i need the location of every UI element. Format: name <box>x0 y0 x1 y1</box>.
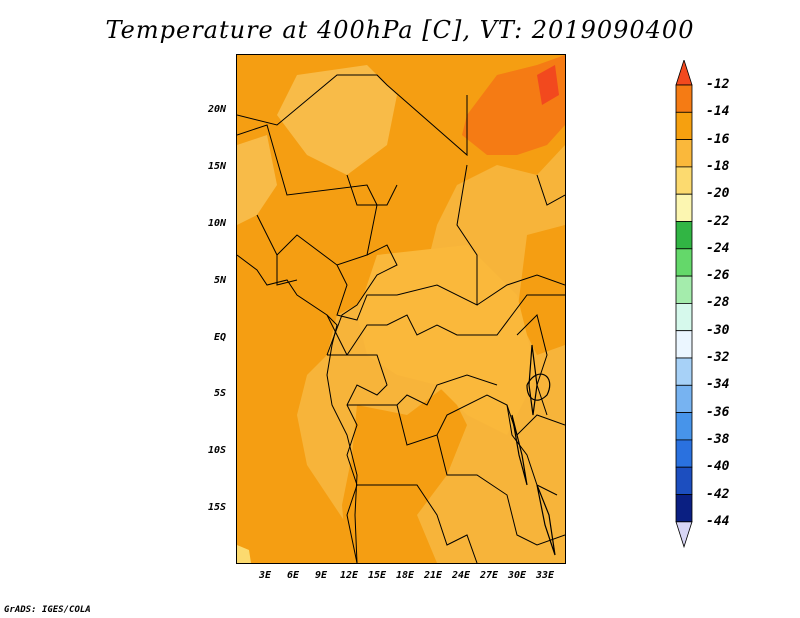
colorbar-segment <box>675 466 693 495</box>
lon-label-30e: 30E <box>507 570 527 581</box>
lon-label-6e: 6E <box>286 570 300 581</box>
lat-label-15s: 15S <box>207 502 226 513</box>
lon-label-3e: 3E <box>258 570 272 581</box>
lat-label-20n: 20N <box>207 104 226 115</box>
colorbar-segment <box>675 494 693 523</box>
lat-label-5s: 5S <box>213 388 226 399</box>
colorbar-segment <box>675 111 693 140</box>
colorbar-label: -20 <box>706 186 730 202</box>
colorbar-label: -26 <box>706 268 730 284</box>
lon-label-21e: 21E <box>423 570 443 581</box>
lat-label-10s: 10S <box>207 445 226 456</box>
colorbar-label: -14 <box>706 104 730 120</box>
temperature-region-minus-16-center <box>357 245 537 435</box>
lon-label-12e: 12E <box>339 570 359 581</box>
lat-label-5n: 5N <box>213 275 226 286</box>
map-canvas <box>237 55 565 563</box>
colorbar-label: -24 <box>706 240 730 256</box>
colorbar-segment <box>675 221 693 250</box>
lon-label-27e: 27E <box>479 570 499 581</box>
colorbar-label: -30 <box>706 322 730 338</box>
colorbar-label: -38 <box>706 431 730 447</box>
colorbar-label: -34 <box>706 377 730 393</box>
colorbar-bottom-arrow <box>675 521 693 549</box>
colorbar-segment <box>675 384 693 413</box>
lon-label-9e: 9E <box>314 570 328 581</box>
lat-label-eq: EQ <box>213 332 226 343</box>
temperature-region-minus-14 <box>237 55 565 563</box>
colorbar-segment <box>675 357 693 386</box>
colorbar-label: -40 <box>706 459 730 475</box>
temperature-region-minus-14-south <box>342 385 467 563</box>
great-lakes <box>511 344 556 556</box>
colorbar-segment <box>675 248 693 277</box>
colorbar-segment <box>675 439 693 468</box>
colorbar-label: -28 <box>706 295 730 311</box>
colorbar-label: -22 <box>706 213 730 229</box>
colorbar-segment <box>675 193 693 222</box>
colorbar-label: -18 <box>706 158 730 174</box>
lon-label-18e: 18E <box>395 570 415 581</box>
coastline <box>237 254 358 563</box>
colorbar-label: -12 <box>706 77 730 92</box>
temperature-region-minus-18 <box>237 545 251 563</box>
colorbar-segment <box>675 412 693 441</box>
colorbar-label: -36 <box>706 404 730 420</box>
lon-label-33e: 33E <box>535 570 555 581</box>
temperature-region-minus-16-north <box>277 65 397 175</box>
lat-label-15n: 15N <box>207 161 226 172</box>
lon-label-15e: 15E <box>367 570 387 581</box>
colorbar-segment <box>675 330 693 359</box>
colorbar-label: -44 <box>706 513 730 529</box>
colorbar-segment <box>675 302 693 332</box>
colorbar-label: -16 <box>706 131 730 147</box>
colorbar-label: -32 <box>706 350 730 365</box>
temperature-region-above-minus-12 <box>537 65 559 105</box>
colorbar-top-arrow <box>675 60 693 86</box>
map-title: Temperature at 400hPa [C], VT: 201909040… <box>105 16 695 44</box>
colorbar-segment <box>675 139 693 168</box>
grads-credit: GrADS: IGES/COLA <box>4 605 91 615</box>
colorbar-segment <box>675 166 693 195</box>
colorbar-segment <box>675 275 693 304</box>
temperature-region-minus-16-west <box>237 135 277 225</box>
colorbar-label: -42 <box>706 486 730 502</box>
lon-label-24e: 24E <box>451 570 471 581</box>
colorbar <box>675 60 693 549</box>
temperature-map <box>236 54 566 564</box>
lat-label-10n: 10N <box>207 218 226 229</box>
colorbar-segment <box>675 84 693 113</box>
